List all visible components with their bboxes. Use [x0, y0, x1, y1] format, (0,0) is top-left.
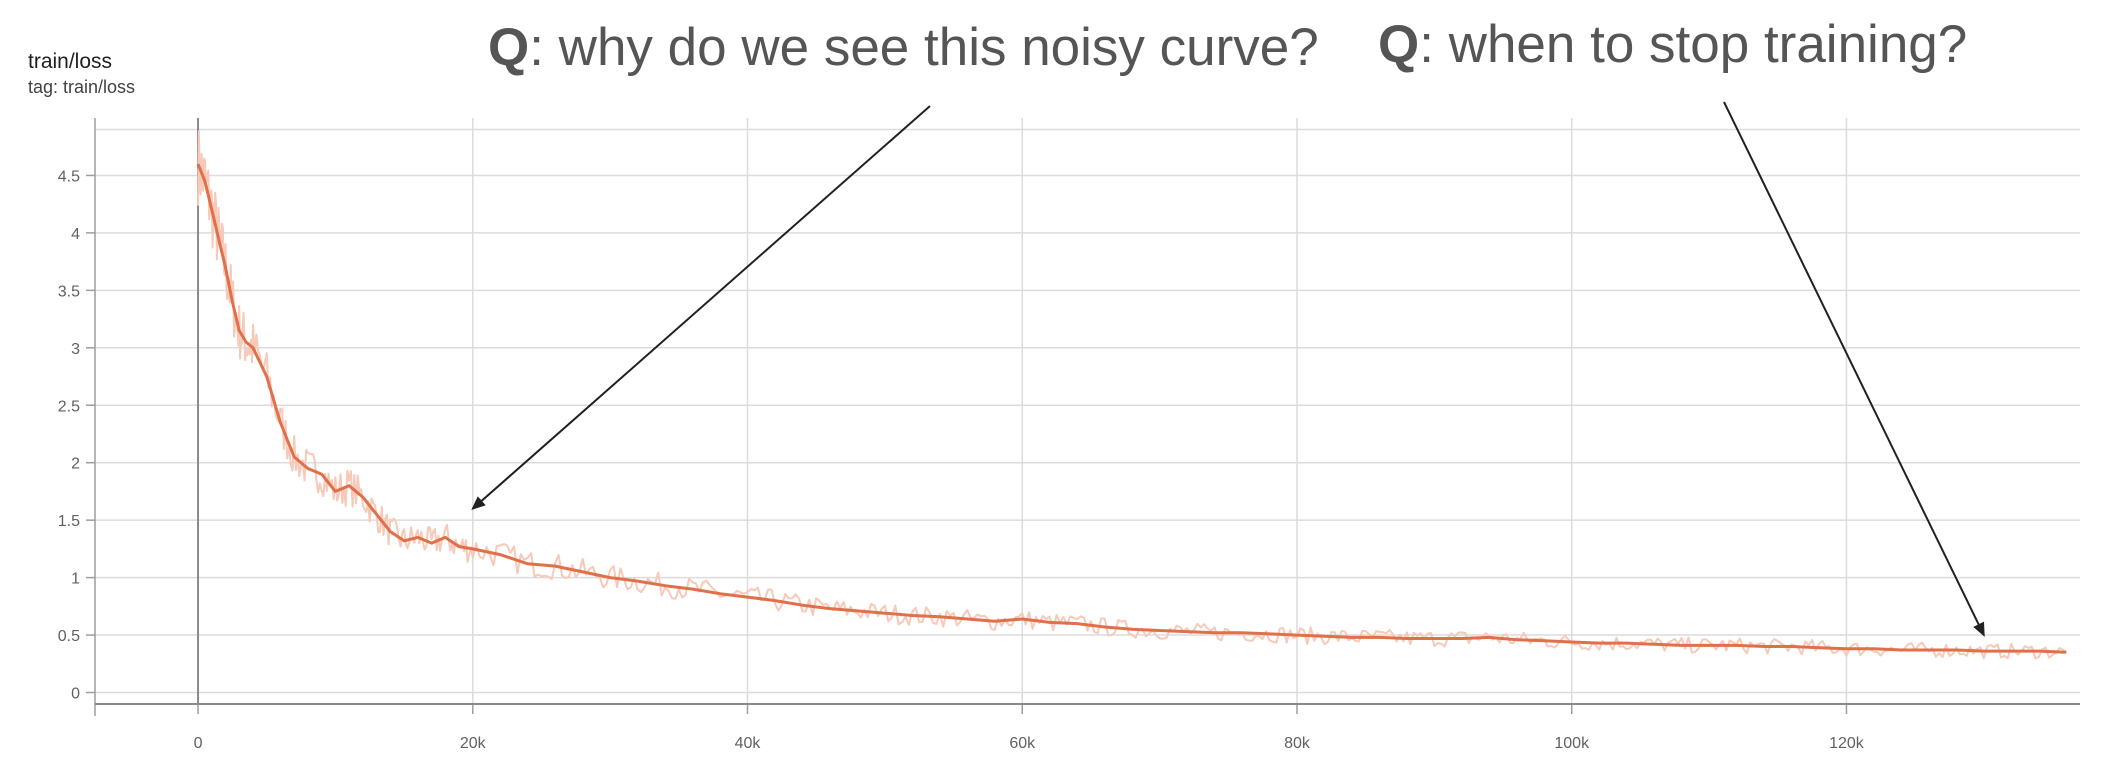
x-tick-label: 20k [460, 735, 487, 752]
x-tick-label: 40k [735, 735, 762, 752]
annotation-q-prefix: Q [488, 18, 530, 77]
annotation-text: : why do we see this noisy curve? [529, 18, 1319, 77]
annotation-arrow [471, 105, 931, 510]
raw-loss-line [197, 130, 2067, 660]
y-tick-label: 0 [71, 686, 80, 703]
smoothed-loss-line [196, 163, 2067, 654]
y-tick-label: 4.5 [58, 168, 80, 185]
y-tick-label: 3 [71, 341, 80, 358]
annotation-question-noisy-curve: Q: why do we see this noisy curve? [488, 17, 1319, 78]
y-tick-label: 4 [71, 226, 80, 243]
x-tick-label: 80k [1284, 735, 1311, 752]
y-tick-label: 1 [71, 571, 80, 588]
y-tick-label: 2 [71, 456, 80, 473]
x-tick-label: 120k [1829, 735, 1865, 752]
x-tick-label: 100k [1554, 735, 1590, 752]
y-tick-label: 1.5 [58, 513, 80, 530]
x-tick-label: 60k [1009, 735, 1036, 752]
y-tick-label: 2.5 [58, 398, 80, 415]
annotation-text: : when to stop training? [1419, 15, 1968, 74]
annotation-arrow [1723, 101, 1985, 637]
annotation-q-prefix: Q [1378, 15, 1420, 74]
y-tick-label: 0.5 [58, 628, 80, 645]
y-tick-label: 3.5 [58, 283, 80, 300]
x-tick-label: 0 [194, 735, 203, 752]
chart-title: train/loss [28, 50, 113, 73]
annotation-question-stop-training: Q: when to stop training? [1378, 14, 1967, 75]
chart-tag-label: tag: train/loss [28, 77, 136, 97]
